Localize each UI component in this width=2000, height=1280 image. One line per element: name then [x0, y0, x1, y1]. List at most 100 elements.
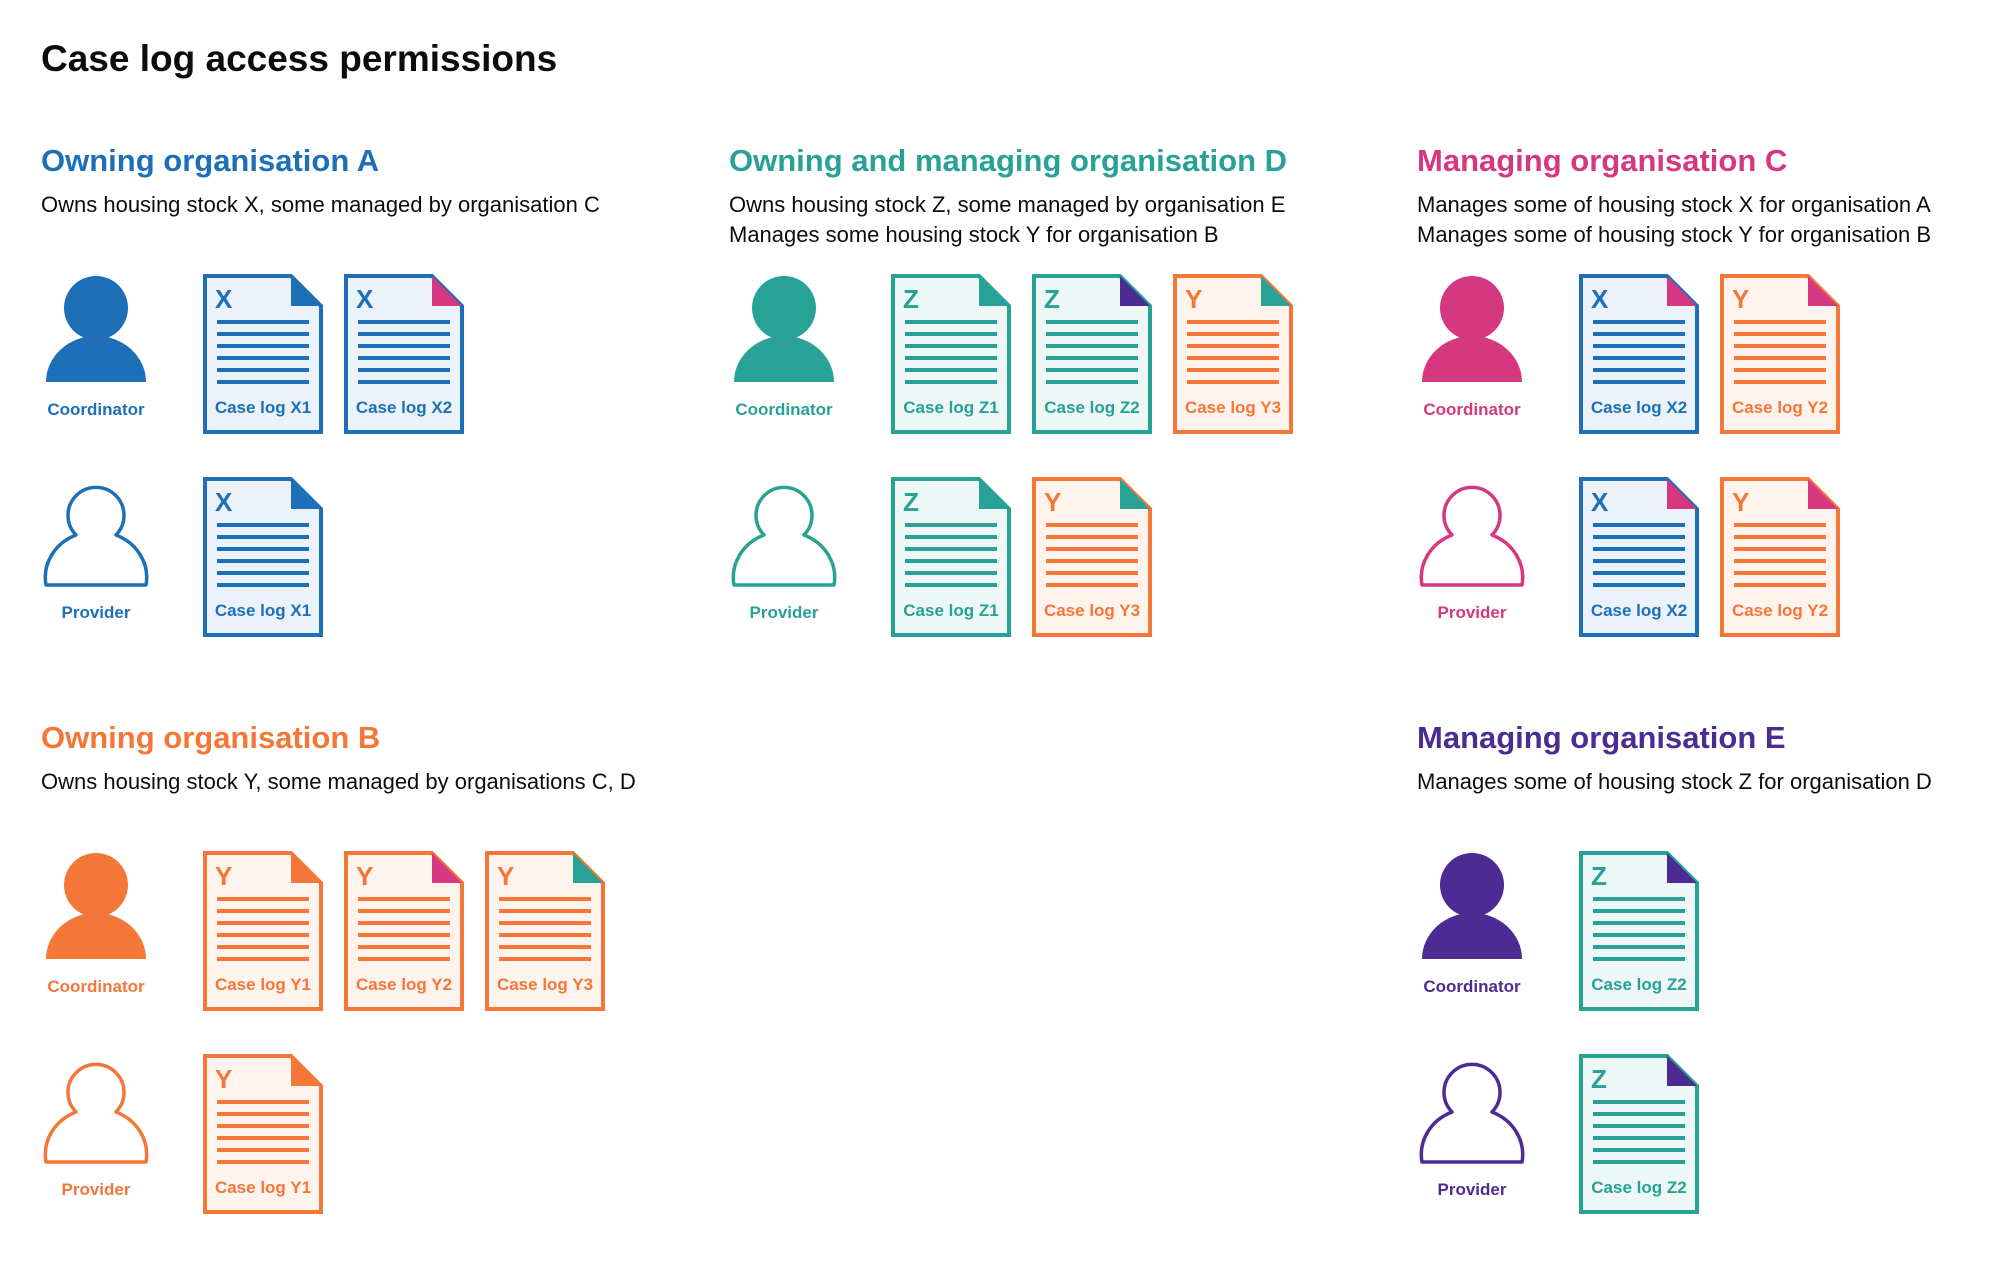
user-role: Coordinator	[1417, 274, 1527, 420]
case-log-document[interactable]: Y Case log Y3	[1173, 274, 1293, 434]
role-row-provider: Provider X Case log X2 Y Case log Y2	[1417, 477, 2000, 647]
folded-corner	[979, 479, 1009, 509]
role-row-coordinator: Coordinator X Case log X1 X Case log X2	[41, 274, 701, 444]
case-log-document[interactable]: X Case log X2	[1579, 477, 1699, 637]
case-log-document[interactable]: Y Case log Y1	[203, 851, 323, 1011]
case-log-document[interactable]: Y Case log Y1	[203, 1054, 323, 1214]
text-line	[1593, 1160, 1685, 1164]
text-line	[1187, 344, 1279, 348]
role-label: Coordinator	[1423, 400, 1521, 419]
folded-corner	[1667, 276, 1697, 306]
stock-letter: Y	[1044, 487, 1061, 517]
text-line	[1046, 523, 1138, 527]
text-line	[1593, 933, 1685, 937]
text-line	[499, 933, 591, 937]
stock-letter: Z	[903, 487, 919, 517]
document-icon: X	[1579, 274, 1699, 434]
case-log-document[interactable]: X Case log X2	[344, 274, 464, 434]
case-log-label: Case log X2	[1590, 601, 1688, 620]
text-line	[1046, 547, 1138, 551]
text-line	[217, 1124, 309, 1128]
text-line	[905, 344, 997, 348]
folded-corner	[1808, 276, 1838, 306]
document-icon: X	[1579, 477, 1699, 637]
folded-corner	[1808, 479, 1838, 509]
text-line	[1593, 523, 1685, 527]
description-line: Manages some of housing stock X for orga…	[1417, 192, 1931, 217]
section-description: Manages some of housing stock X for orga…	[1417, 190, 2000, 250]
text-line	[1593, 1136, 1685, 1140]
text-line	[1593, 945, 1685, 949]
text-line	[1593, 897, 1685, 901]
document-icon: X	[203, 477, 323, 637]
stock-letter: Y	[1732, 487, 1749, 517]
section-description: Owns housing stock Y, some managed by or…	[41, 767, 701, 797]
section-title: Owning organisation A	[41, 143, 380, 178]
text-line	[1734, 380, 1826, 384]
document-icon: Z	[891, 274, 1011, 434]
role-label: Provider	[61, 1180, 131, 1199]
text-line	[217, 1100, 309, 1104]
stock-letter: Z	[1591, 1064, 1607, 1094]
text-line	[905, 380, 997, 384]
text-line	[358, 344, 450, 348]
case-log-document[interactable]: Z Case log Z2	[1579, 1054, 1699, 1214]
description-line: Owns housing stock Y, some managed by or…	[41, 769, 636, 794]
text-line	[905, 332, 997, 336]
text-line	[905, 559, 997, 563]
case-log-label: Case log Y2	[1731, 398, 1829, 417]
case-log-document[interactable]: X Case log X1	[203, 477, 323, 637]
org-section: Owning organisation A Owns housing stock …	[41, 140, 701, 700]
text-line	[1046, 535, 1138, 539]
text-line	[905, 547, 997, 551]
text-line	[358, 356, 450, 360]
case-log-label: Case log Z2	[1591, 1178, 1687, 1197]
user-filled-icon	[46, 276, 146, 382]
text-line	[1593, 535, 1685, 539]
case-log-document[interactable]: X Case log X2	[1579, 274, 1699, 434]
role-label: Provider	[1437, 603, 1507, 622]
role-row-provider: Provider Z Case log Z1 Y Case log Y3	[729, 477, 1389, 647]
folded-corner	[1261, 276, 1291, 306]
text-line	[1187, 368, 1279, 372]
text-line	[1187, 320, 1279, 324]
case-log-document[interactable]: Z Case log Z2	[1032, 274, 1152, 434]
case-log-document[interactable]: Y Case log Y2	[344, 851, 464, 1011]
case-log-document[interactable]: Z Case log Z2	[1579, 851, 1699, 1011]
text-line	[217, 559, 309, 563]
stock-letter: Y	[497, 861, 514, 891]
text-line	[499, 945, 591, 949]
case-log-document[interactable]: Y Case log Y2	[1720, 477, 1840, 637]
text-line	[358, 933, 450, 937]
stock-letter: Z	[1044, 284, 1060, 314]
org-section: Owning and managing organisation D Owns h…	[729, 140, 1389, 700]
text-line	[1734, 320, 1826, 324]
stock-letter: Y	[1732, 284, 1749, 314]
folded-corner	[432, 276, 462, 306]
case-log-document[interactable]: Z Case log Z1	[891, 477, 1011, 637]
role-row-coordinator: Coordinator Z Case log Z2	[1417, 851, 2000, 1021]
text-line	[1593, 957, 1685, 961]
document-icon: Y	[344, 851, 464, 1011]
case-log-label: Case log Y3	[1043, 601, 1141, 620]
text-line	[1593, 583, 1685, 587]
case-log-document[interactable]: Y Case log Y3	[485, 851, 605, 1011]
case-log-document[interactable]: Y Case log Y2	[1720, 274, 1840, 434]
folded-corner	[1120, 479, 1150, 509]
case-log-document[interactable]: X Case log X1	[203, 274, 323, 434]
text-line	[1593, 547, 1685, 551]
case-log-document[interactable]: Y Case log Y3	[1032, 477, 1152, 637]
text-line	[1593, 344, 1685, 348]
text-line	[217, 571, 309, 575]
text-line	[1734, 535, 1826, 539]
document-icon: Z	[1579, 851, 1699, 1011]
text-line	[217, 523, 309, 527]
description-line: Manages some of housing stock Z for orga…	[1417, 769, 1932, 794]
case-log-label: Case log X2	[355, 398, 453, 417]
case-log-document[interactable]: Z Case log Z1	[891, 274, 1011, 434]
document-icon: Z	[1032, 274, 1152, 434]
text-line	[1187, 332, 1279, 336]
text-line	[217, 1136, 309, 1140]
text-line	[358, 320, 450, 324]
text-line	[499, 897, 591, 901]
